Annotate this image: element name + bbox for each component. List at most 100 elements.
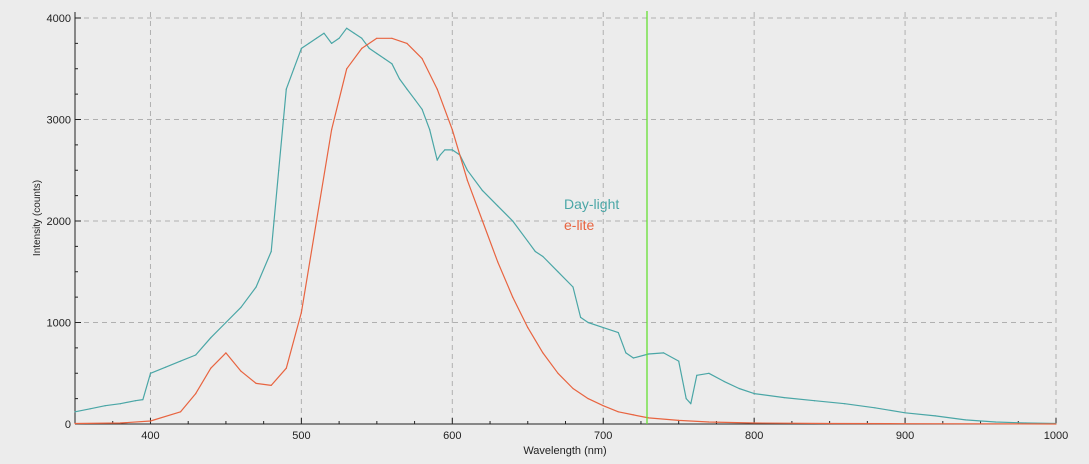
data-point-day-light (844, 403, 846, 405)
x-tick-label: 800 (745, 430, 763, 442)
data-point-day-light (512, 220, 514, 222)
data-point-e-lite (481, 220, 484, 222)
data-point-day-light (934, 415, 936, 417)
data-point-day-light (738, 387, 740, 390)
y-tick-label: 1000 (47, 318, 71, 330)
data-point-day-light (308, 42, 310, 45)
data-point-e-lite (285, 367, 287, 369)
data-point-day-light (904, 412, 906, 414)
y-tick-label: 0 (65, 419, 71, 431)
data-point-e-lite (572, 387, 574, 390)
data-point-e-lite (602, 405, 604, 407)
data-point-day-light (663, 352, 665, 354)
grid-lines (75, 12, 1057, 424)
data-point-day-light (436, 159, 438, 161)
data-point-day-light (527, 240, 529, 242)
x-tick-label: 700 (594, 430, 612, 442)
data-point-day-light (625, 352, 627, 354)
data-point-e-lite (119, 422, 121, 424)
data-point-e-lite (587, 398, 589, 400)
data-point-day-light (285, 88, 287, 90)
data-point-day-light (813, 400, 816, 402)
data-point-day-light (398, 78, 401, 80)
data-point-day-light (89, 408, 91, 410)
data-point-day-light (439, 154, 441, 156)
data-point-day-light (451, 149, 453, 151)
x-tick-label: 1000 (1044, 430, 1068, 442)
x-tick-label: 400 (141, 430, 159, 442)
data-point-day-light (783, 397, 785, 399)
data-point-day-light (602, 327, 604, 329)
data-point-day-light (240, 306, 242, 308)
data-point-day-light (376, 52, 378, 55)
data-point-day-light (696, 374, 698, 376)
data-point-day-light (361, 37, 363, 39)
data-point-day-light (534, 250, 536, 253)
data-point-e-lite (195, 393, 197, 395)
data-point-day-light (323, 32, 325, 34)
data-point-day-light (1025, 422, 1027, 424)
data-point-day-light (466, 169, 468, 171)
data-point-day-light (149, 372, 152, 374)
data-point-day-light (580, 316, 582, 318)
data-point-day-light (338, 37, 340, 39)
data-point-e-lite (436, 88, 438, 90)
data-point-e-lite (466, 179, 468, 181)
x-tick-label: 600 (443, 430, 461, 442)
data-point-day-light (119, 403, 121, 405)
data-point-day-light (225, 321, 227, 324)
legend-item-e-lite: e-lite (564, 217, 595, 233)
data-point-e-lite (240, 370, 242, 372)
data-point-day-light (678, 360, 680, 362)
data-point-day-light (406, 88, 408, 90)
data-point-e-lite (829, 422, 831, 425)
data-point-day-light (753, 393, 755, 395)
data-point-day-light (180, 360, 182, 362)
data-point-e-lite (1055, 423, 1057, 425)
data-point-e-lite (74, 422, 76, 425)
data-point-e-lite (300, 311, 302, 313)
data-point-e-lite (512, 296, 514, 298)
y-axis-ticks: 0 1000 2000 3000 4000 (47, 13, 81, 431)
data-point-day-light (391, 63, 393, 65)
data-point-day-light (444, 149, 446, 151)
data-point-e-lite (270, 384, 272, 386)
data-point-day-light (315, 37, 318, 39)
data-point-day-light (346, 27, 348, 29)
data-point-e-lite (406, 42, 408, 45)
data-point-day-light (632, 357, 635, 359)
data-point-day-light (647, 353, 650, 355)
data-point-day-light (293, 68, 295, 70)
data-point-e-lite (678, 419, 680, 421)
data-point-day-light (142, 399, 144, 401)
plot-background (75, 12, 1056, 424)
y-axis-label: Intensity (counts) (32, 180, 43, 256)
data-point-e-lite (421, 58, 423, 60)
data-point-day-light (723, 380, 725, 382)
data-point-day-light (995, 421, 997, 423)
data-point-e-lite (391, 37, 393, 39)
data-point-day-light (874, 407, 876, 409)
data-point-day-light (134, 400, 136, 402)
data-point-day-light (165, 366, 167, 368)
data-point-e-lite (542, 352, 544, 354)
data-point-e-lite (149, 420, 152, 422)
data-point-day-light (74, 411, 76, 413)
data-point-day-light (557, 271, 559, 273)
data-point-e-lite (904, 423, 906, 425)
x-axis-label: Wavelength (nm) (523, 445, 606, 457)
data-point-day-light (278, 169, 280, 171)
series-lines (74, 27, 1057, 425)
data-point-day-light (708, 372, 710, 374)
data-point-day-light (587, 321, 589, 324)
data-point-e-lite (708, 421, 710, 423)
data-point-e-lite (361, 47, 363, 50)
series-line-e-lite (74, 37, 1057, 425)
series-line-day-light (74, 27, 1057, 425)
y-tick-label: 2000 (47, 216, 71, 228)
data-point-day-light (353, 32, 355, 34)
data-point-e-lite (632, 414, 635, 416)
data-point-day-light (690, 403, 692, 405)
data-point-day-light (104, 405, 106, 407)
